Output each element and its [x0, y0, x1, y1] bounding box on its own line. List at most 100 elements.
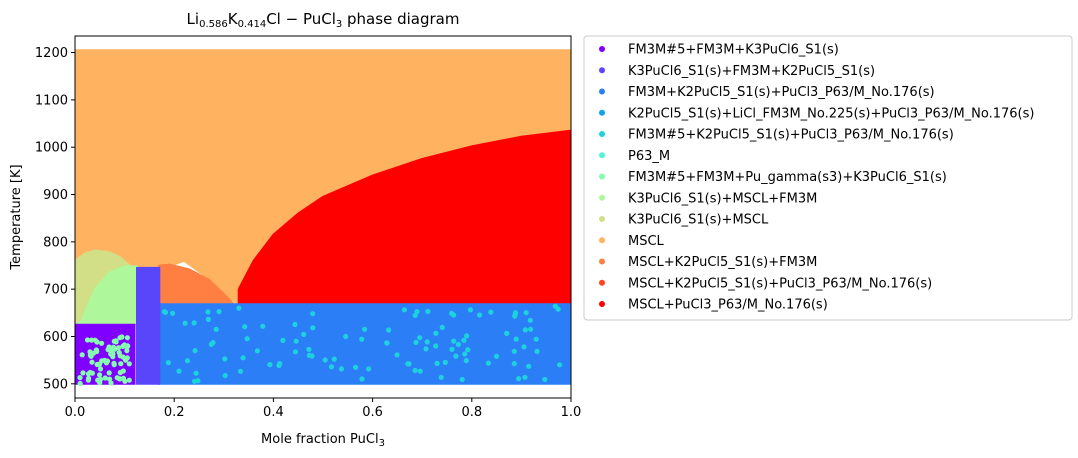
- legend-label: K2PuCl5_S1(s)+LiCl_FM3M_No.225(s)+PuCl3_…: [628, 106, 1034, 121]
- scatter-point: [384, 340, 390, 346]
- scatter-point: [99, 340, 105, 346]
- scatter-point: [394, 352, 400, 358]
- scatter-point: [331, 356, 337, 362]
- scatter-point: [244, 336, 250, 342]
- scatter-point: [412, 367, 418, 374]
- scatter-point: [512, 313, 518, 319]
- scatter-point: [254, 348, 260, 354]
- scatter-point: [165, 360, 171, 366]
- scatter-point: [516, 376, 522, 382]
- legend-marker: [599, 258, 605, 265]
- phase-regions: [75, 49, 571, 387]
- scatter-point: [106, 344, 112, 350]
- scatter-point: [413, 339, 419, 345]
- x-tick-label: 0.4: [263, 405, 284, 420]
- scatter-point: [112, 346, 118, 352]
- scatter-point: [463, 358, 469, 364]
- x-tick-label: 0.0: [65, 405, 86, 420]
- y-tick-label: 1000: [35, 141, 68, 156]
- scatter-point: [523, 310, 529, 316]
- scatter-point: [552, 303, 558, 309]
- scatter-point: [301, 331, 307, 337]
- scatter-point: [124, 348, 130, 354]
- legend-label: MSCL: [628, 234, 665, 249]
- scatter-point: [442, 359, 448, 365]
- scatter-point: [557, 362, 563, 368]
- scatter-point: [86, 375, 92, 381]
- scatter-point: [467, 307, 473, 313]
- scatter-point: [89, 359, 95, 365]
- y-tick-label: 800: [43, 235, 68, 250]
- legend-label: MSCL+K2PuCl5_S1(s)+FM3M: [628, 255, 817, 270]
- scatter-point: [117, 376, 123, 382]
- legend-marker: [599, 67, 605, 74]
- scatter-point: [99, 358, 105, 364]
- scatter-point: [208, 341, 214, 347]
- scatter-point: [85, 371, 92, 377]
- scatter-point: [277, 361, 283, 367]
- y-tick-label: 900: [43, 188, 68, 203]
- legend-label: K3PuCl6_S1(s)+MSCL: [628, 213, 769, 228]
- phase-region-fm3m-k2pucl5-s1-s-pucl3-p63-m-no-176-s: [158, 303, 571, 385]
- scatter-point: [465, 347, 471, 353]
- scatter-point: [449, 346, 455, 352]
- scatter-point: [439, 324, 445, 330]
- scatter-point: [119, 334, 125, 340]
- scatter-point: [77, 375, 83, 381]
- scatter-point: [477, 312, 483, 318]
- scatter-point: [122, 378, 128, 384]
- scatter-point: [77, 380, 83, 387]
- scatter-point: [117, 369, 123, 376]
- y-tick-label: 500: [43, 377, 68, 392]
- scatter-point: [106, 370, 112, 376]
- scatter-point: [182, 320, 188, 326]
- scatter-point: [260, 323, 266, 329]
- scatter-point: [118, 361, 124, 367]
- scatter-point: [453, 353, 459, 359]
- scatter-point: [108, 351, 114, 357]
- legend-marker: [599, 88, 605, 95]
- scatter-point: [79, 352, 85, 358]
- scatter-point: [493, 353, 500, 359]
- scatter-point: [213, 326, 219, 332]
- scatter-point: [216, 309, 222, 315]
- scatter-point: [80, 370, 86, 376]
- scatter-point: [343, 333, 349, 340]
- scatter-point: [162, 309, 169, 315]
- scatter-point: [425, 308, 431, 315]
- scatter-point: [97, 366, 104, 372]
- scatter-point: [423, 346, 429, 352]
- plot-frame: [74, 35, 572, 399]
- y-tick-label: 600: [43, 330, 68, 345]
- scatter-point: [362, 326, 368, 332]
- scatter-point: [417, 335, 423, 341]
- scatter-point: [170, 310, 176, 316]
- scatter-point: [464, 333, 470, 339]
- legend: FM3M#5+FM3M+K3PuCl6_S1(s) K3PuCl6_S1(s)+F…: [583, 35, 1073, 321]
- scatter-point: [176, 368, 182, 374]
- scatter-point: [123, 357, 129, 363]
- scatter-point: [353, 364, 359, 370]
- scatter-point: [310, 311, 316, 317]
- scatter-point: [522, 327, 529, 333]
- scatter-point: [93, 347, 99, 353]
- legend-marker: [599, 194, 605, 201]
- legend-marker: [599, 216, 605, 222]
- scatter-point: [280, 337, 286, 343]
- scatter-point: [504, 330, 510, 336]
- scatter-point: [205, 309, 211, 315]
- scatter-point: [124, 335, 130, 341]
- scatter-point: [120, 343, 126, 349]
- scatter-point: [89, 370, 95, 376]
- scatter-point: [92, 337, 98, 343]
- legend-label: K3PuCl6_S1(s)+MSCL+FM3M: [628, 191, 817, 206]
- scatter-point: [292, 349, 299, 355]
- scatter-point: [97, 380, 103, 386]
- scatter-point: [386, 327, 392, 333]
- chart-title: Li0.586K0.414Cl − PuCl3 phase diagram: [187, 10, 460, 30]
- legend-marker: [599, 301, 605, 307]
- legend-marker: [599, 46, 605, 52]
- legend-label: MSCL+K2PuCl5_S1(s)+PuCl3_P63/M_No.176(s): [628, 276, 932, 291]
- x-tick-label: 0.2: [164, 405, 185, 420]
